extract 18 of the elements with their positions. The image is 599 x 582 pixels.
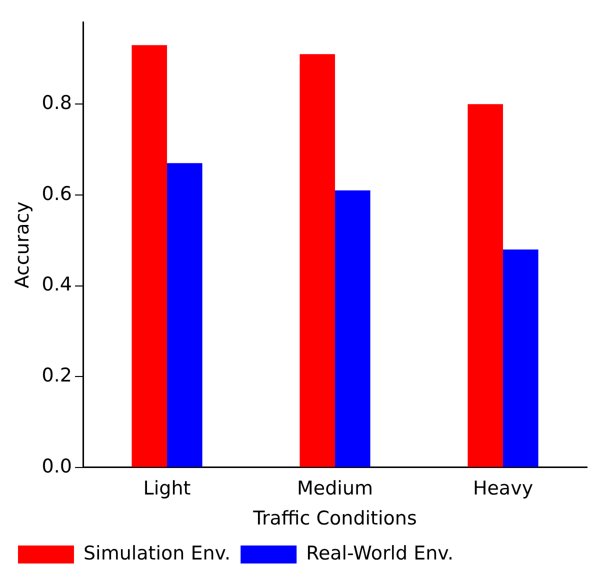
y-axis-title: Accuracy <box>11 202 34 288</box>
x-tick-label: Heavy <box>472 478 534 500</box>
bar <box>335 190 370 467</box>
bar <box>300 54 336 467</box>
legend-label: Real-World Env. <box>306 542 454 564</box>
x-tick-label: Light <box>143 478 191 500</box>
y-tick-label: 0.2 <box>42 364 72 387</box>
legend-label: Simulation Env. <box>84 542 231 564</box>
bar <box>468 104 504 467</box>
y-tick-label: 0.6 <box>42 182 72 205</box>
y-tick-label: 0.8 <box>42 92 72 114</box>
y-tick-label: 0.4 <box>42 274 72 296</box>
bar <box>503 249 538 467</box>
x-tick-label: Medium <box>297 478 373 500</box>
bar <box>132 45 168 467</box>
y-tick-label: 0.0 <box>42 455 72 478</box>
x-axis-title: Traffic Conditions <box>252 508 417 530</box>
bar <box>167 163 202 467</box>
